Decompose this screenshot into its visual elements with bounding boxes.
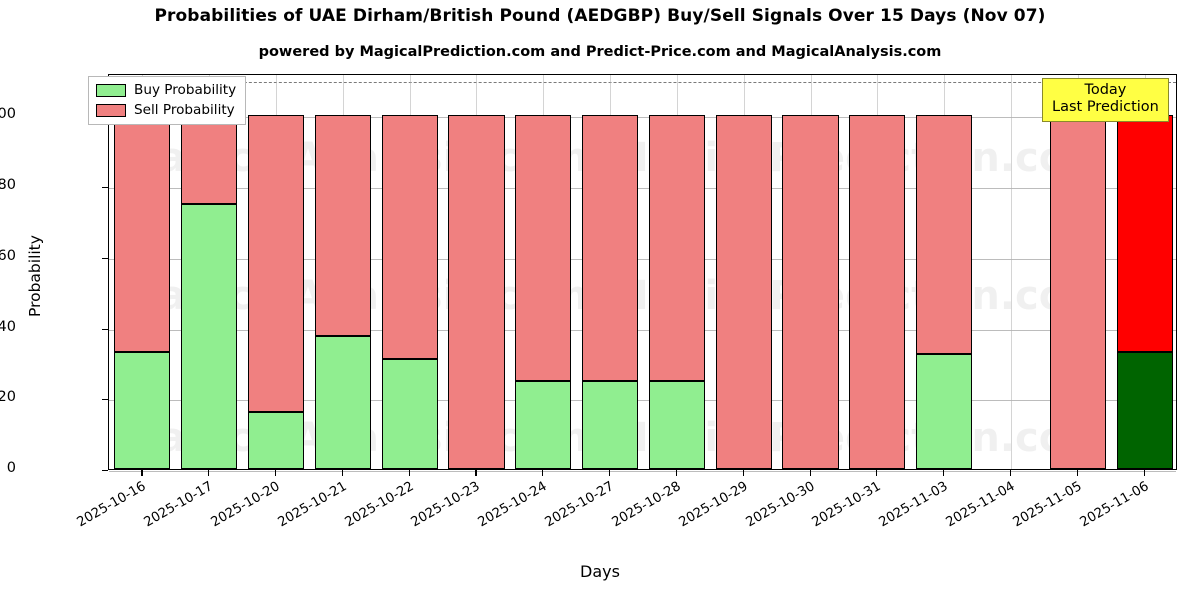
bar-segment-sell [381, 115, 438, 360]
y-tick-label: 20 [0, 389, 16, 406]
bar-2025-10-24[interactable] [515, 73, 572, 469]
bar-segment-buy [916, 354, 973, 469]
x-gridline [1010, 75, 1012, 469]
bar-2025-10-23[interactable] [448, 73, 505, 469]
bar-segment-buy [1116, 352, 1173, 469]
x-tick-mark [809, 470, 811, 476]
x-tick-mark [1076, 470, 1078, 476]
bar-2025-10-16[interactable] [114, 73, 171, 469]
bar-segment-buy [381, 359, 438, 469]
bar-segment-buy [648, 380, 705, 469]
reference-line [109, 82, 1176, 84]
y-gridline [109, 188, 1176, 190]
bar-2025-10-22[interactable] [381, 73, 438, 469]
x-tick-mark [408, 470, 410, 476]
y-tick-mark [102, 328, 108, 330]
legend-swatch-sell [96, 103, 126, 117]
x-tick-label: 2025-10-16 [75, 479, 149, 531]
y-gridline [109, 329, 1176, 331]
x-tick-mark [943, 470, 945, 476]
x-tick-mark [609, 470, 611, 476]
y-tick-label: 80 [0, 177, 16, 194]
bar-segment-sell [1049, 115, 1106, 469]
bar-2025-11-03[interactable] [916, 73, 973, 469]
bar-2025-10-20[interactable] [247, 73, 305, 469]
y-gridline [109, 471, 1176, 472]
y-tick-label: 100 [0, 106, 16, 123]
y-gridline [109, 400, 1176, 402]
x-tick-mark [1009, 470, 1012, 476]
bar-2025-10-29[interactable] [715, 73, 772, 469]
x-tick-mark [208, 470, 210, 476]
bar-segment-sell [715, 115, 772, 469]
bar-segment-sell [114, 115, 171, 353]
bar-segment-buy [114, 352, 171, 469]
today-annotation: Today Last Prediction [1042, 78, 1169, 123]
y-tick-mark [102, 399, 108, 401]
bar-segment-buy [582, 380, 639, 469]
bar-segment-sell [916, 115, 973, 355]
bar-segment-buy [247, 412, 305, 469]
x-tick-mark [742, 470, 744, 476]
y-tick-mark [102, 187, 108, 189]
x-tick-mark [542, 470, 544, 476]
bar-segment-sell [314, 115, 371, 337]
bar-2025-10-27[interactable] [582, 73, 639, 469]
y-gridline [109, 117, 1176, 119]
legend-label-sell: Sell Probability [134, 102, 235, 118]
bar-2025-11-05[interactable] [1049, 73, 1106, 469]
chart-legend: Buy Probability Sell Probability [88, 76, 247, 125]
x-tick-mark [876, 470, 878, 476]
bar-2025-10-31[interactable] [849, 73, 906, 469]
x-tick-mark [141, 470, 143, 476]
bar-segment-sell [448, 115, 505, 469]
today-annotation-line2: Last Prediction [1052, 99, 1159, 116]
bar-2025-10-17[interactable] [181, 73, 238, 469]
bar-segment-sell [515, 115, 572, 381]
legend-item-buy[interactable]: Buy Probability [96, 82, 236, 98]
bar-segment-buy [314, 336, 371, 469]
bar-segment-sell [247, 115, 305, 413]
y-tick-label: 60 [0, 247, 16, 264]
x-tick-mark [675, 470, 677, 476]
y-tick-mark [102, 257, 108, 259]
plot-area: MagicalAnalysis.comMagicaPrediction.comM… [108, 73, 1177, 472]
bar-segment-sell [1116, 115, 1173, 353]
bar-2025-10-30[interactable] [782, 73, 839, 469]
x-tick-mark [341, 470, 343, 476]
legend-item-sell[interactable]: Sell Probability [96, 102, 236, 118]
y-tick-mark [102, 470, 108, 472]
bar-segment-sell [849, 115, 906, 469]
y-tick-label: 40 [0, 318, 16, 335]
bar-2025-10-28[interactable] [648, 73, 705, 469]
bar-segment-buy [515, 380, 572, 469]
legend-swatch-buy [96, 83, 126, 97]
x-tick-mark [1143, 470, 1145, 476]
x-tick-mark [275, 470, 277, 476]
chart-title: Probabilities of UAE Dirham/British Poun… [154, 6, 1046, 26]
bar-segment-sell [582, 115, 639, 381]
bar-segment-sell [181, 115, 238, 204]
y-tick-label: 0 [6, 460, 16, 476]
x-axis-label: Days [580, 562, 620, 581]
y-gridline [109, 258, 1176, 260]
today-annotation-line1: Today [1084, 82, 1127, 98]
bar-segment-sell [648, 115, 705, 381]
chart-subtitle: powered by MagicalPrediction.com and Pre… [258, 44, 942, 60]
bar-segment-buy [181, 203, 238, 469]
legend-label-buy: Buy Probability [134, 82, 237, 98]
x-tick-mark [475, 470, 477, 476]
bar-2025-10-21[interactable] [314, 73, 371, 469]
y-axis-label: Probability [26, 235, 44, 317]
bar-segment-sell [782, 115, 839, 469]
bar-2025-11-06[interactable] [1116, 73, 1173, 469]
